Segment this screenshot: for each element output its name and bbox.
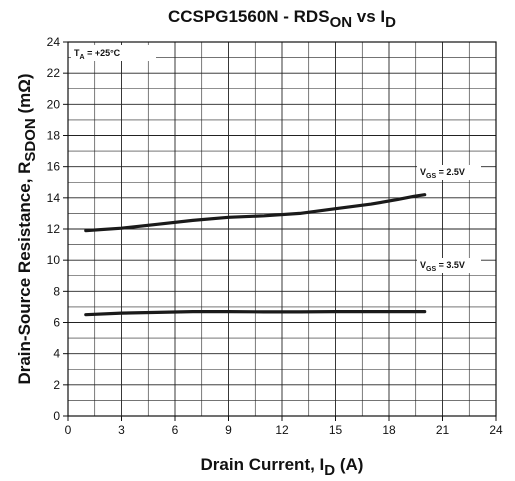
x-tick-label: 18	[382, 423, 396, 437]
y-tick-label: 8	[53, 284, 60, 298]
x-tick-label: 24	[489, 423, 503, 437]
y-tick-label: 6	[53, 316, 60, 330]
x-tick-label: 15	[329, 423, 343, 437]
y-tick-label: 4	[53, 347, 60, 361]
y-tick-label: 0	[53, 409, 60, 423]
x-tick-label: 12	[275, 423, 289, 437]
y-tick-label: 10	[47, 253, 61, 267]
y-tick-label: 12	[47, 222, 61, 236]
y-tick-label: 24	[47, 35, 61, 49]
x-tick-label: 3	[118, 423, 125, 437]
y-tick-label: 14	[47, 191, 61, 205]
x-tick-label: 6	[172, 423, 179, 437]
y-tick-label: 16	[47, 160, 61, 174]
x-tick-label: 9	[225, 423, 232, 437]
x-tick-label: 21	[436, 423, 450, 437]
y-tick-label: 2	[53, 378, 60, 392]
y-tick-label: 20	[47, 97, 61, 111]
x-tick-label: 0	[65, 423, 72, 437]
y-tick-label: 18	[47, 129, 61, 143]
y-tick-label: 22	[47, 66, 61, 80]
